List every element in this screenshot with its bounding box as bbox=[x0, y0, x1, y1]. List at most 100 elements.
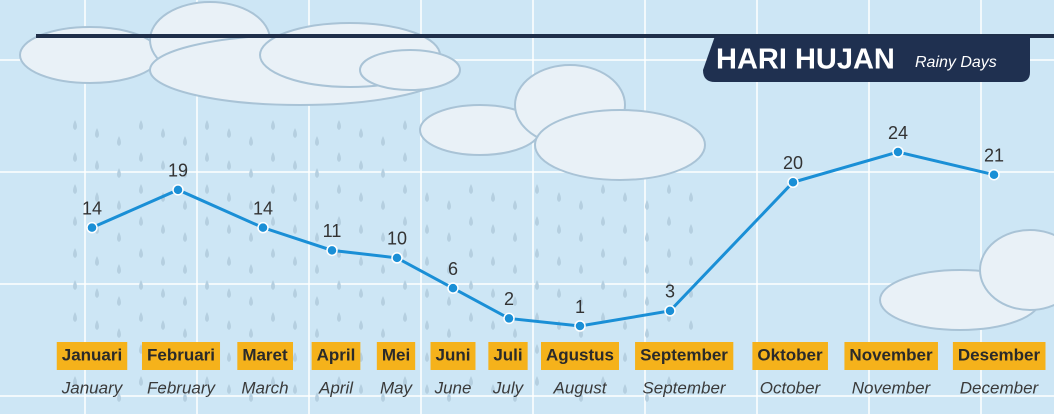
rain-drop bbox=[139, 216, 143, 226]
rain-drop bbox=[513, 200, 517, 210]
rain-drop bbox=[337, 120, 341, 130]
rain-drop bbox=[667, 280, 671, 290]
rain-drop bbox=[381, 136, 385, 146]
rain-drop bbox=[513, 296, 517, 306]
rain-drop bbox=[271, 312, 275, 322]
cloud bbox=[19, 1, 461, 106]
category-label: April bbox=[317, 345, 356, 364]
category-box bbox=[635, 342, 734, 370]
category-label: Januari bbox=[62, 345, 122, 364]
rain-drop bbox=[513, 264, 517, 274]
value-label: 24 bbox=[888, 123, 908, 143]
rain-drop bbox=[249, 136, 253, 146]
rain-drop bbox=[359, 160, 363, 170]
rain-drop bbox=[667, 376, 671, 386]
rain-drop bbox=[623, 352, 627, 362]
category-label: Oktober bbox=[757, 345, 823, 364]
rain-drop bbox=[667, 248, 671, 258]
rain-drop bbox=[161, 288, 165, 298]
rain-drop bbox=[183, 296, 187, 306]
rain-drop bbox=[447, 200, 451, 210]
rain-drop bbox=[315, 264, 319, 274]
category-box bbox=[844, 342, 938, 370]
rain-drop bbox=[359, 128, 363, 138]
rain-drop bbox=[535, 248, 539, 258]
category-label-en: July bbox=[492, 378, 525, 397]
rain-drop bbox=[425, 384, 429, 394]
value-label: 1 bbox=[575, 297, 585, 317]
rain-drop bbox=[293, 128, 297, 138]
rain-drop bbox=[205, 152, 209, 162]
value-label: 21 bbox=[984, 145, 1004, 165]
rain-drop bbox=[359, 224, 363, 234]
category-label-en: March bbox=[241, 378, 288, 397]
rain-drop bbox=[491, 224, 495, 234]
rain-drop bbox=[359, 320, 363, 330]
rain-drop bbox=[95, 192, 99, 202]
point bbox=[892, 146, 904, 158]
value-label: 20 bbox=[783, 153, 803, 173]
rain-drop bbox=[227, 288, 231, 298]
rain-drop bbox=[315, 328, 319, 338]
point bbox=[664, 305, 676, 317]
rain-drop bbox=[601, 248, 605, 258]
rain-drop bbox=[161, 224, 165, 234]
rain-drop bbox=[623, 384, 627, 394]
value-label: 14 bbox=[82, 198, 102, 218]
rain-drop bbox=[425, 320, 429, 330]
rain-drop bbox=[557, 384, 561, 394]
rain-drop bbox=[689, 384, 693, 394]
rain-drop bbox=[315, 168, 319, 178]
rain-drop bbox=[139, 184, 143, 194]
rain-drop bbox=[227, 384, 231, 394]
rain-drop bbox=[117, 168, 121, 178]
rain-drop bbox=[425, 288, 429, 298]
rain-drop bbox=[337, 216, 341, 226]
rain-drop bbox=[689, 256, 693, 266]
rain-drop bbox=[535, 280, 539, 290]
rain-drop bbox=[227, 256, 231, 266]
rain-drop bbox=[293, 352, 297, 362]
rain-drop bbox=[425, 192, 429, 202]
rain-drop bbox=[117, 264, 121, 274]
category-label: Desember bbox=[958, 345, 1041, 364]
rain-drop bbox=[249, 232, 253, 242]
rain-drop bbox=[73, 280, 77, 290]
rain-drop bbox=[381, 264, 385, 274]
rain-drop bbox=[271, 152, 275, 162]
rain-drop bbox=[557, 256, 561, 266]
rain-drop bbox=[623, 192, 627, 202]
rain-drop bbox=[645, 232, 649, 242]
category-label-en: October bbox=[760, 378, 822, 397]
category-label-en: November bbox=[852, 378, 932, 397]
rain-drop bbox=[447, 264, 451, 274]
rain-drop bbox=[271, 120, 275, 130]
rain-drop bbox=[271, 376, 275, 386]
rain-drop bbox=[579, 264, 583, 274]
rain-drop bbox=[645, 296, 649, 306]
rain-drop bbox=[557, 192, 561, 202]
rain-drop bbox=[425, 256, 429, 266]
point bbox=[86, 221, 98, 234]
rain-drop bbox=[557, 224, 561, 234]
rain-drop bbox=[645, 392, 649, 402]
rain-drop bbox=[359, 256, 363, 266]
point bbox=[447, 282, 459, 294]
rain-drop bbox=[359, 384, 363, 394]
rain-drop bbox=[623, 224, 627, 234]
rain-drop bbox=[381, 168, 385, 178]
chart-subtitle: Rainy Days bbox=[915, 54, 997, 71]
rain-drop bbox=[513, 232, 517, 242]
value-label: 11 bbox=[323, 221, 342, 241]
value-label: 10 bbox=[387, 229, 407, 249]
rain-drop bbox=[95, 256, 99, 266]
category-label-en: April bbox=[318, 378, 354, 397]
rain-drop bbox=[139, 280, 143, 290]
rain-drop bbox=[403, 280, 407, 290]
rain-drop bbox=[403, 216, 407, 226]
rain-drop bbox=[601, 184, 605, 194]
rain-drop bbox=[183, 328, 187, 338]
category-label-en: May bbox=[380, 378, 414, 397]
rain-drop bbox=[403, 312, 407, 322]
